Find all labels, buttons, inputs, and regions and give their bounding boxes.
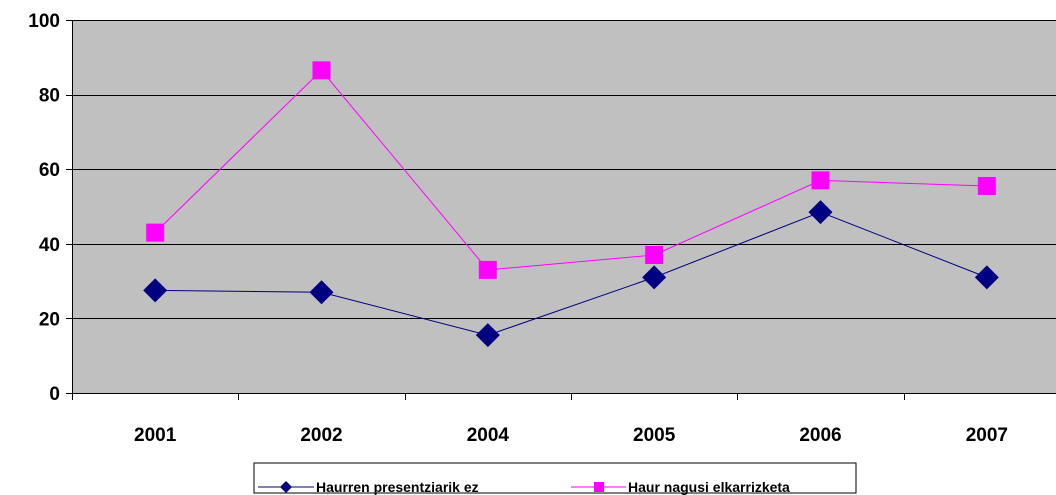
data-point-diamond xyxy=(974,265,999,290)
x-tick-label: 2002 xyxy=(300,425,342,446)
data-point-square xyxy=(811,171,830,190)
data-point-square xyxy=(478,260,497,279)
legend-marker-square-icon xyxy=(594,482,604,492)
legend-label-series-1: Haurren presentziarik ez xyxy=(316,479,479,495)
data-point-square xyxy=(645,245,664,264)
y-tick-label: 20 xyxy=(39,309,60,330)
x-tick-label: 2005 xyxy=(633,425,676,446)
data-point-diamond xyxy=(143,278,168,303)
y-tick-label: 60 xyxy=(39,160,60,181)
data-point-square xyxy=(977,176,996,195)
y-tick-label: 100 xyxy=(28,11,60,32)
plot-area xyxy=(72,20,1056,393)
y-tick-label: 0 xyxy=(49,384,60,405)
series-layer xyxy=(143,61,999,348)
x-tick-label: 2007 xyxy=(966,425,1008,446)
legend-marker-diamond-icon xyxy=(280,481,292,493)
y-tick-labels: 0 20 40 60 80 100 xyxy=(28,11,60,405)
x-tick-label: 2004 xyxy=(467,425,510,446)
series-line-1 xyxy=(155,211,987,336)
series-line-2 xyxy=(154,69,987,271)
legend: Haurren presentziarik ez Haur nagusi elk… xyxy=(253,462,857,495)
x-tick-label: 2001 xyxy=(134,425,177,446)
data-point-diamond xyxy=(475,323,500,348)
data-point-diamond xyxy=(808,200,833,225)
data-point-diamond xyxy=(309,280,334,305)
axes xyxy=(66,20,1056,400)
x-tick-labels: 2001 2002 2004 2005 2006 2007 xyxy=(134,425,1008,446)
data-point-square xyxy=(146,223,165,242)
y-tick-label: 80 xyxy=(39,86,60,107)
x-tick-label: 2006 xyxy=(799,425,841,446)
legend-label-series-2: Haur nagusi elkarrizketa xyxy=(628,479,790,495)
data-point-diamond xyxy=(642,265,667,290)
gridlines xyxy=(72,20,1056,319)
y-tick-label: 40 xyxy=(39,235,60,256)
data-point-square xyxy=(312,61,331,80)
legend-box xyxy=(253,462,857,494)
